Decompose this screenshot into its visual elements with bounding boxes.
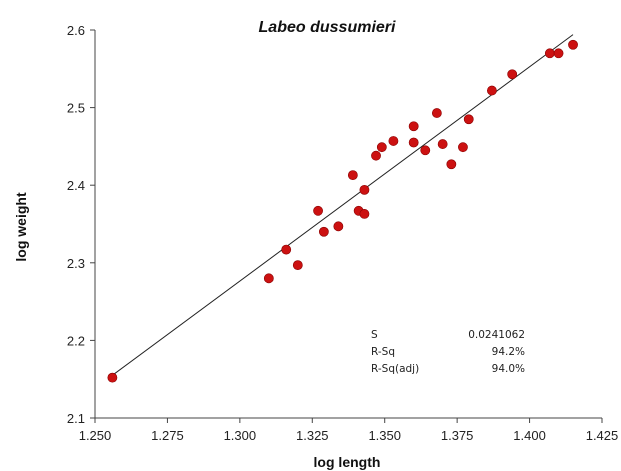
y-tick-label: 2.4 [67,178,85,193]
stat-label: R-Sq(adj) [371,363,419,375]
x-axis-label: log length [314,454,381,470]
data-point [292,260,303,271]
stat-value: 0.0241062 [468,329,525,341]
x-tick-label: 1.375 [441,428,474,443]
stats-box: S 0.0241062 R-Sq 94.2% R-Sq(adj) 94.0% [371,329,525,375]
data-point [313,205,323,216]
x-tick-label: 1.400 [513,428,546,443]
stat-label: R-Sq [371,346,395,358]
y-axis-label: log weight [13,192,29,262]
data-point [408,137,419,148]
stat-value: 94.2% [492,346,525,358]
data-point [431,108,442,118]
x-tick-label: 1.250 [79,428,112,443]
data-point [318,226,329,237]
y-tick-label: 2.3 [67,256,85,271]
chart-title: Labeo dussumieri [259,19,396,36]
x-tick-label: 1.300 [224,428,257,443]
data-point [553,48,564,59]
y-tick-label: 2.1 [67,411,85,426]
axes: 1.250 1.275 1.300 1.325 1.350 1.375 1.400 1.425… [67,23,618,443]
data-point [544,48,555,59]
x-tick-label: 1.275 [151,428,184,443]
data-point [420,145,431,156]
data-point [507,69,518,80]
x-tick-label: 1.350 [368,428,401,443]
data-point [437,139,448,149]
data-point [263,273,274,284]
stat-value: 94.0% [492,363,525,375]
data-point [333,221,344,232]
y-tick-label: 2.5 [67,101,85,116]
data-point [458,142,468,153]
fit-line-group [112,34,574,376]
data-point [371,150,381,161]
data-point [388,136,399,146]
x-tick-label: 1.425 [586,428,619,443]
data-point [359,209,370,219]
fit-line [112,34,574,376]
x-tick-label: 1.325 [296,428,329,443]
data-point [487,85,497,96]
data-point [359,184,370,195]
data-point [347,170,358,181]
data-point [408,121,419,132]
data-point [376,142,387,153]
y-tick-label: 2.6 [67,23,85,38]
data-point [463,114,474,125]
y-tick-label: 2.2 [67,333,85,348]
stat-label: S [371,329,378,341]
data-point [281,244,292,255]
data-point [107,372,118,383]
data-points [107,39,578,383]
data-point [568,39,578,50]
data-point [446,159,457,170]
